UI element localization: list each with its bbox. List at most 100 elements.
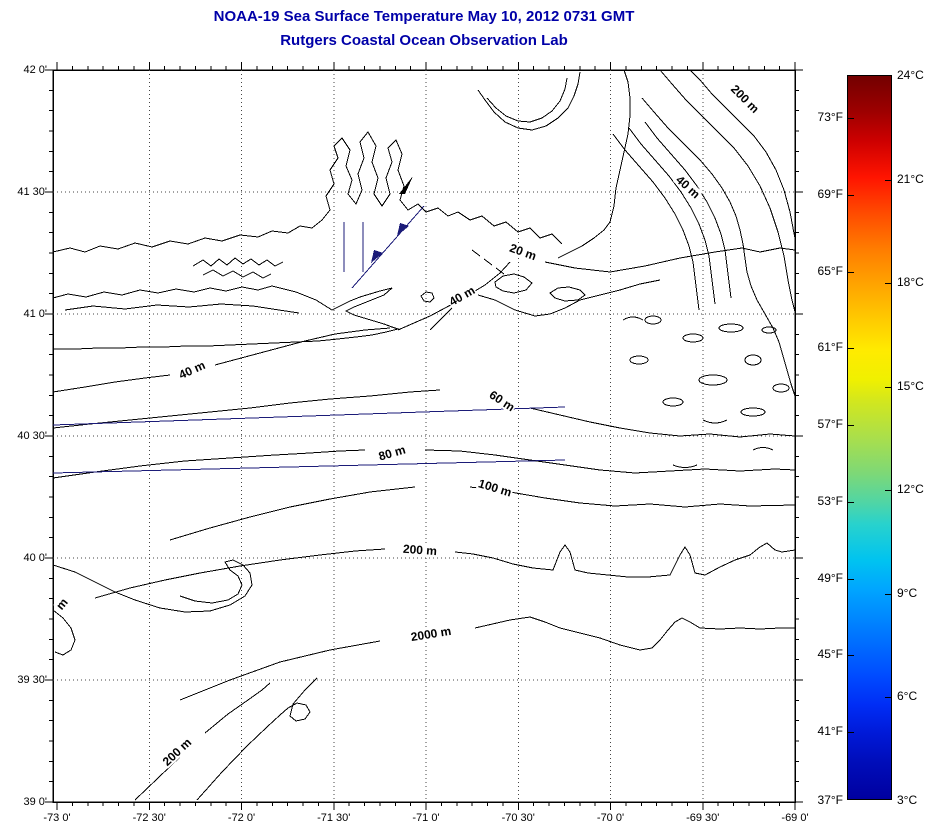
shoal-blob bbox=[644, 315, 662, 325]
figure-title: NOAA-19 Sea Surface Temperature May 10, … bbox=[213, 8, 635, 25]
contour-path bbox=[424, 449, 796, 474]
colorbar-tick-celsius bbox=[885, 179, 891, 181]
coastline-path bbox=[202, 269, 272, 279]
y-tick-label: 39 0' bbox=[23, 796, 47, 808]
marker-layer bbox=[399, 176, 413, 194]
island-path bbox=[420, 291, 435, 303]
map-arrow-marker bbox=[399, 176, 413, 194]
coastline-path bbox=[52, 285, 400, 350]
transect-line bbox=[52, 406, 566, 426]
coastline-path bbox=[64, 303, 300, 314]
colorbar-tick-fahrenheit bbox=[848, 425, 854, 427]
colorbar-tick-celsius bbox=[885, 593, 891, 595]
track-line bbox=[351, 205, 425, 289]
shoal-blob bbox=[744, 354, 762, 366]
colorbar-label-fahrenheit: 57°F bbox=[817, 417, 843, 432]
colorbar-tick-fahrenheit bbox=[848, 655, 854, 657]
contour-path bbox=[474, 616, 795, 651]
shoal-blob bbox=[629, 355, 649, 365]
x-tick-label: -72 30' bbox=[132, 812, 166, 824]
map-border bbox=[52, 69, 796, 803]
island-path bbox=[471, 249, 505, 275]
colorbar-label-celsius: 9°C bbox=[897, 585, 918, 600]
colorbar-tick-fahrenheit bbox=[848, 348, 854, 350]
shoal-blob bbox=[772, 383, 790, 393]
colorbar-label-fahrenheit: 61°F bbox=[817, 340, 843, 355]
coastline-path bbox=[477, 71, 581, 131]
x-tick-label: -69 30' bbox=[686, 812, 720, 824]
colorbar-label-celsius: 24°C bbox=[897, 68, 924, 82]
figure-subtitle: Rutgers Coastal Ocean Observation Lab bbox=[280, 32, 568, 49]
colorbar-label-celsius: 15°C bbox=[897, 378, 924, 393]
colorbar-tick-fahrenheit bbox=[848, 501, 854, 503]
shoal-blob bbox=[682, 333, 704, 343]
shoal-blob bbox=[761, 326, 777, 334]
colorbar-label-fahrenheit: 37°F bbox=[817, 793, 843, 807]
contour-path bbox=[204, 682, 271, 734]
colorbar bbox=[847, 75, 892, 800]
colorbar-label-fahrenheit: 45°F bbox=[817, 647, 843, 662]
y-tick-label: 42 0' bbox=[23, 64, 47, 76]
x-tick-label: -73 0' bbox=[43, 812, 71, 824]
colorbar-label-celsius: 18°C bbox=[897, 275, 924, 290]
x-tick-label: -71 30' bbox=[317, 812, 351, 824]
colorbar-label-celsius: 3°C bbox=[897, 793, 918, 807]
contour-path bbox=[477, 279, 661, 317]
transect-layer bbox=[52, 205, 566, 474]
contour-path bbox=[169, 486, 416, 541]
colorbar-tick-fahrenheit bbox=[848, 118, 854, 120]
colorbar-tick-celsius bbox=[885, 283, 891, 285]
contour-path bbox=[628, 127, 716, 305]
x-tick-label: -70 30' bbox=[501, 812, 535, 824]
colorbar-gradient bbox=[848, 76, 891, 799]
colorbar-label-celsius: 6°C bbox=[897, 689, 918, 704]
colorbar-label-fahrenheit: 65°F bbox=[817, 263, 843, 278]
shoal-blob bbox=[740, 407, 766, 417]
x-tick-label: -71 0' bbox=[412, 812, 440, 824]
y-tick-label: 40 30' bbox=[17, 430, 47, 442]
y-tick-label: 41 30' bbox=[17, 186, 47, 198]
track-arrowhead bbox=[371, 250, 383, 263]
x-tick-label: -70 0' bbox=[596, 812, 625, 824]
contour-path bbox=[52, 374, 171, 393]
contour-path bbox=[52, 389, 441, 429]
y-tick-label: 40 0' bbox=[23, 552, 47, 564]
contour-path bbox=[644, 121, 732, 299]
colorbar-label-fahrenheit: 69°F bbox=[817, 186, 843, 201]
y-tick-label: 41 0' bbox=[23, 308, 47, 320]
tick-layer bbox=[45, 62, 803, 810]
contour-path bbox=[612, 133, 700, 311]
contour-path bbox=[179, 640, 381, 701]
island-path bbox=[494, 273, 533, 294]
colorbar-tick-fahrenheit bbox=[848, 578, 854, 580]
colorbar-label-fahrenheit: 49°F bbox=[817, 570, 843, 585]
colorbar-label-fahrenheit: 41°F bbox=[817, 723, 843, 738]
colorbar-tick-fahrenheit bbox=[848, 194, 854, 196]
y-tick-label: 39 30' bbox=[17, 674, 47, 686]
shoal-arc bbox=[622, 316, 774, 468]
contour-path bbox=[659, 69, 796, 313]
colorbar-tick-celsius bbox=[885, 697, 891, 699]
colorbar-label-celsius: 12°C bbox=[897, 482, 924, 497]
contour-path bbox=[544, 247, 796, 273]
contour-path bbox=[454, 542, 796, 578]
contour-path bbox=[94, 548, 386, 599]
shoal-blob bbox=[662, 397, 684, 407]
transect-line bbox=[52, 459, 566, 474]
contour-path bbox=[196, 677, 318, 801]
contour-path bbox=[52, 609, 76, 656]
contour-path bbox=[52, 559, 253, 613]
colorbar-label-fahrenheit: 73°F bbox=[817, 110, 843, 125]
contour-label: 200 m bbox=[401, 541, 439, 559]
contour-path bbox=[52, 449, 366, 479]
coastline-path bbox=[192, 257, 284, 267]
coastline-layer bbox=[52, 69, 631, 350]
contour-path bbox=[469, 486, 796, 508]
coastline-path bbox=[486, 77, 568, 123]
shoal-blob bbox=[718, 323, 744, 333]
colorbar-tick-celsius bbox=[885, 386, 891, 388]
colorbar-tick-celsius bbox=[885, 490, 891, 492]
colorbar-label-celsius: 21°C bbox=[897, 171, 924, 186]
contour-path bbox=[214, 327, 391, 366]
